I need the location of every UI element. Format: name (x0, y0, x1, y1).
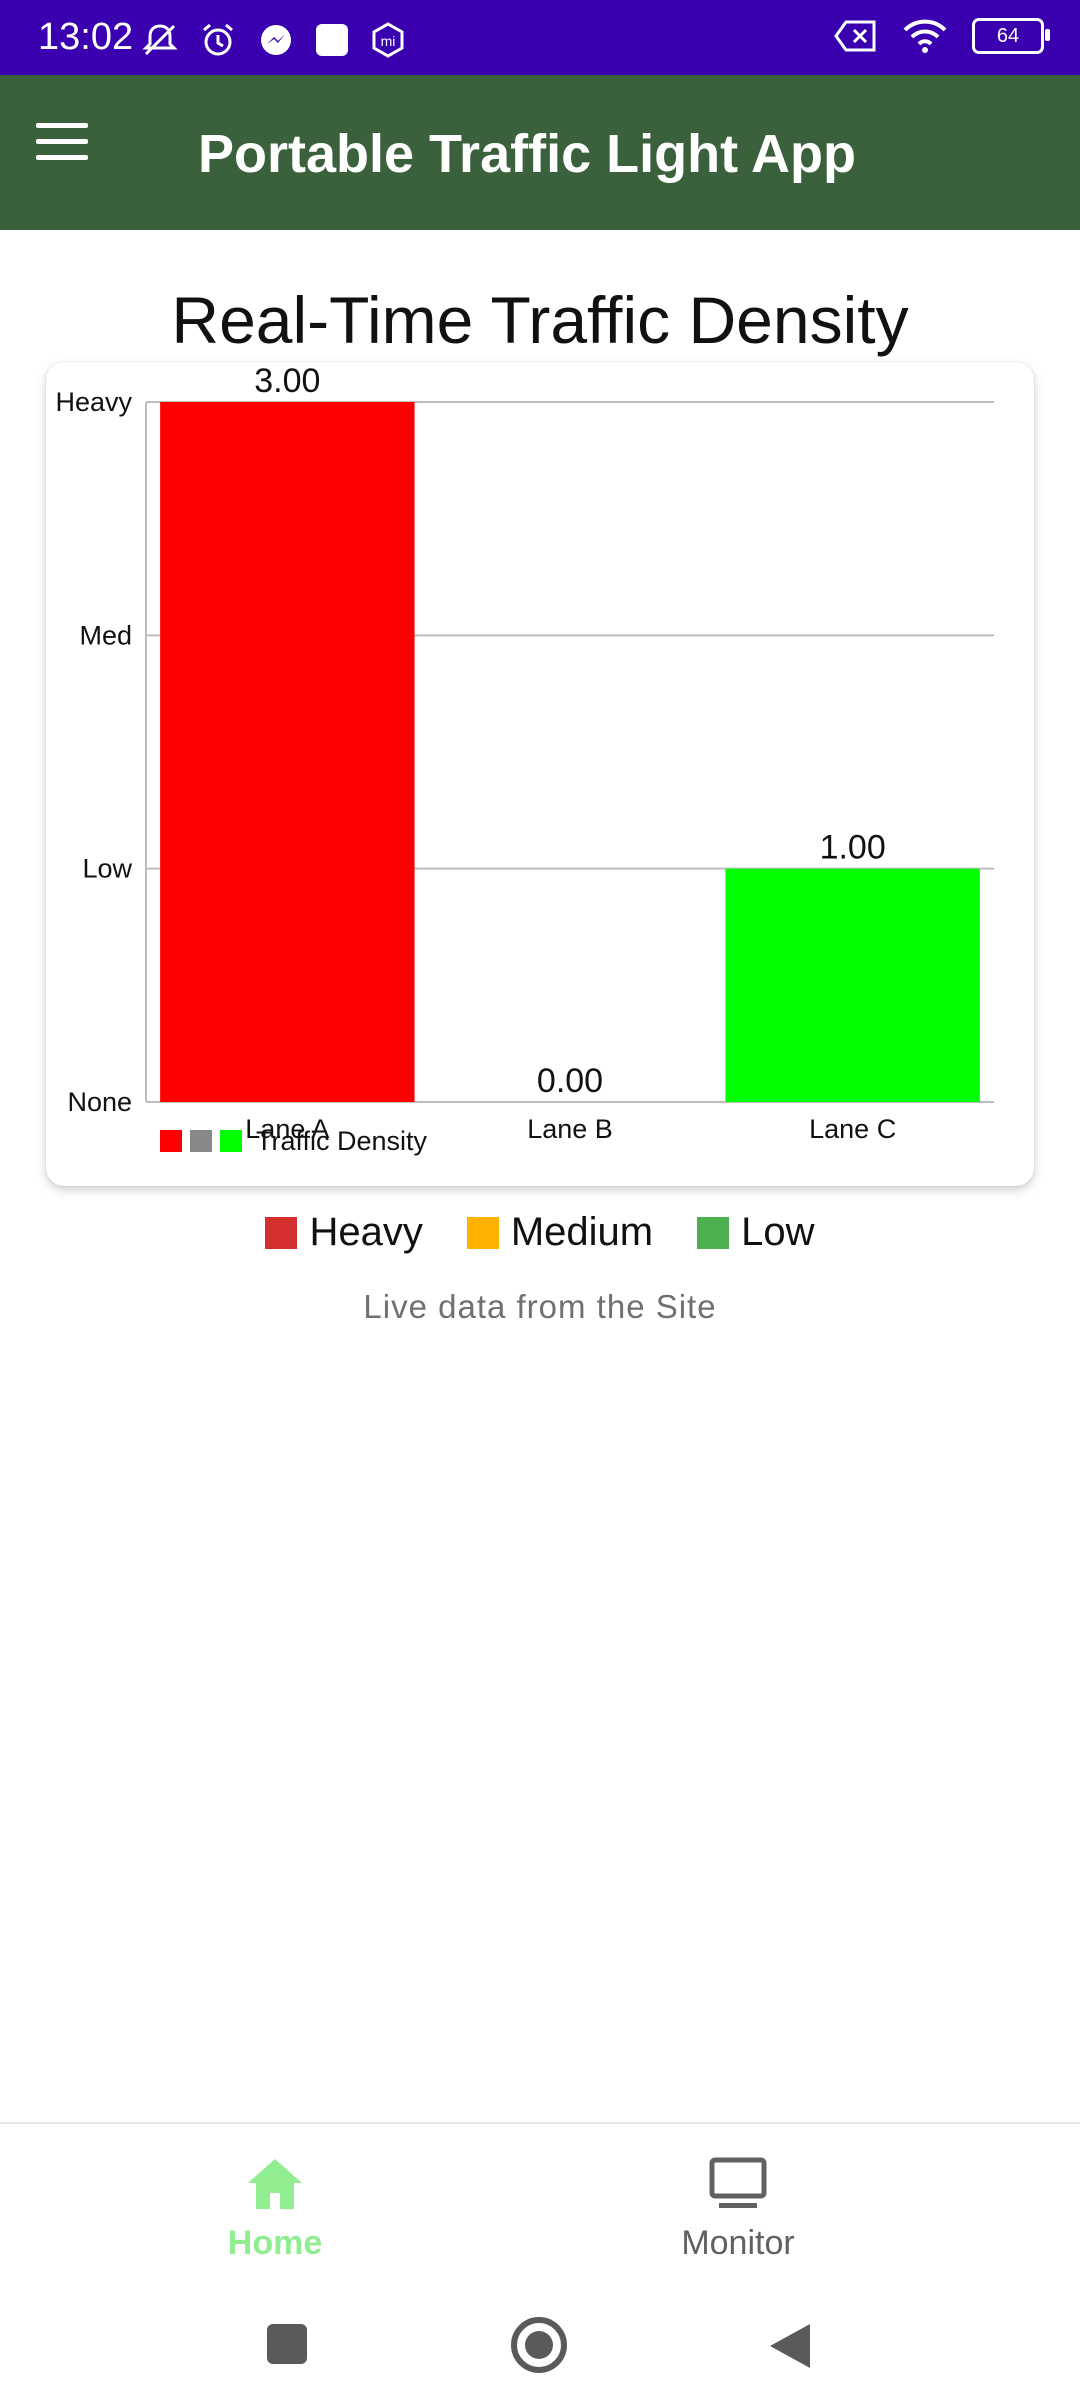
monitor-icon (709, 2157, 767, 2208)
menu-icon (36, 123, 88, 128)
back-icon[interactable] (768, 2322, 812, 2370)
app-square-icon (316, 24, 348, 56)
legend-swatch-heavy (265, 1216, 298, 1249)
battery-level: 64 (996, 24, 1020, 47)
y-tick-label: None (67, 1087, 132, 1117)
y-tick-label: Low (82, 854, 132, 884)
data-source-caption: Live data from the Site (363, 1288, 717, 1325)
series-legend-swatch (190, 1130, 212, 1152)
nav-home[interactable]: Home (125, 2154, 425, 2263)
chart-heading: Real-Time Traffic Density (171, 283, 909, 357)
bar-lane-a (160, 402, 415, 1102)
status-bar: 13:02 mi 64 (0, 0, 1080, 75)
density-legend: Heavy Medium Low (0, 1210, 1080, 1255)
status-notification-icons: mi (140, 20, 408, 60)
y-tick-label: Med (79, 620, 132, 650)
bar-value-label: 3.00 (254, 362, 320, 400)
legend-label-medium: Medium (510, 1210, 654, 1254)
notifications-off-icon (142, 24, 178, 56)
home-icon (248, 2159, 302, 2209)
nav-home-label: Home (227, 2224, 323, 2262)
nav-monitor-label: Monitor (681, 2224, 795, 2262)
alarm-icon (203, 23, 233, 56)
bar-lane-c (725, 868, 980, 1102)
chart-card: None Low Med Heavy 3.00 Lane A 0.00 Lane B 1.00 L… (46, 362, 1034, 1186)
wifi-icon (903, 19, 947, 53)
series-legend-label: Traffic Density (256, 1126, 428, 1156)
x-tick-label: Lane B (527, 1114, 613, 1144)
legend-item-low: Low (697, 1210, 815, 1255)
battery-indicator: 64 (972, 18, 1050, 54)
app-bar: Portable Traffic Light App (0, 75, 1080, 230)
recents-icon[interactable] (265, 2322, 309, 2366)
series-legend-swatch (220, 1130, 242, 1152)
series-legend-swatch (160, 1130, 182, 1152)
legend-item-medium: Medium (466, 1210, 654, 1255)
app-title: Portable Traffic Light App (198, 124, 857, 184)
bar-value-label: 1.00 (820, 829, 886, 867)
legend-swatch-medium (466, 1216, 499, 1249)
system-navigation-bar (0, 2292, 1080, 2408)
bottom-navigation: Home Monitor (0, 2122, 1080, 2294)
y-tick-label: Heavy (55, 387, 132, 417)
bar-value-label: 0.00 (537, 1062, 603, 1100)
status-system-icons: 64 (834, 18, 1050, 54)
legend-label-heavy: Heavy (309, 1210, 423, 1254)
legend-swatch-low (697, 1216, 730, 1249)
traffic-density-chart: None Low Med Heavy 3.00 Lane A 0.00 Lane B 1.00 L… (55, 362, 994, 1156)
legend-item-heavy: Heavy (265, 1210, 423, 1255)
svg-text:mi: mi (381, 33, 396, 49)
menu-button[interactable] (36, 123, 116, 183)
nav-monitor[interactable]: Monitor (588, 2154, 888, 2263)
mi-icon: mi (372, 22, 404, 58)
messenger-icon (261, 25, 291, 55)
x-tick-label: Lane C (809, 1114, 896, 1144)
sim-off-icon (834, 20, 876, 52)
x-tick-label: Lane A (245, 1114, 329, 1144)
legend-label-low: Low (741, 1210, 815, 1254)
home-circle-icon[interactable] (510, 2316, 568, 2374)
status-time: 13:02 (38, 16, 134, 58)
